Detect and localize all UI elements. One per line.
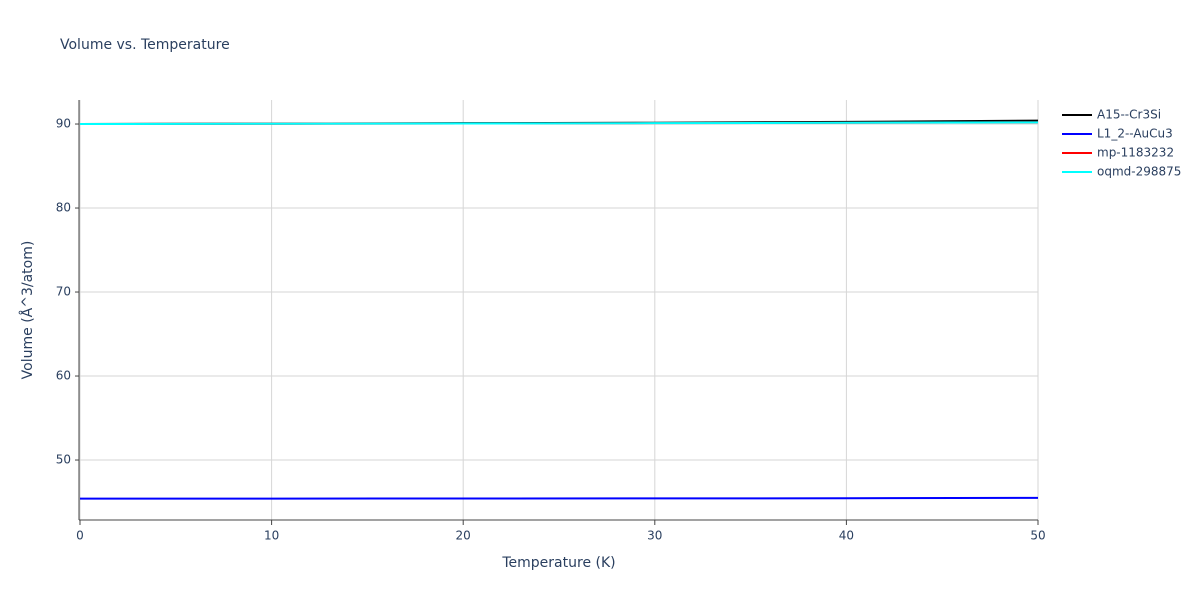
x-tick-label: 20 [456, 529, 471, 543]
x-tick-label: 30 [647, 529, 662, 543]
legend-label: oqmd-298875 [1097, 165, 1181, 179]
y-axis-title: Volume (Å^3/atom) [19, 241, 36, 380]
chart-title: Volume vs. Temperature [60, 37, 230, 53]
x-axis-title: Temperature (K) [501, 555, 615, 571]
legend-label: mp-1183232 [1097, 146, 1174, 160]
x-tick-label: 50 [1030, 529, 1045, 543]
y-tick-label: 60 [56, 369, 71, 383]
y-tick-label: 50 [56, 453, 71, 467]
y-tick-label: 80 [56, 201, 71, 215]
line-series [79, 121, 1039, 126]
y-tick-label: 70 [56, 285, 71, 299]
legend-label: L1_2--AuCu3 [1097, 127, 1173, 141]
y-tick-label: 90 [56, 117, 71, 131]
x-tick-label: 0 [76, 529, 84, 543]
legend-label: A15--Cr3Si [1097, 108, 1161, 122]
x-tick-label: 40 [839, 529, 854, 543]
x-tick-label: 10 [264, 529, 279, 543]
line-series [79, 496, 1039, 500]
